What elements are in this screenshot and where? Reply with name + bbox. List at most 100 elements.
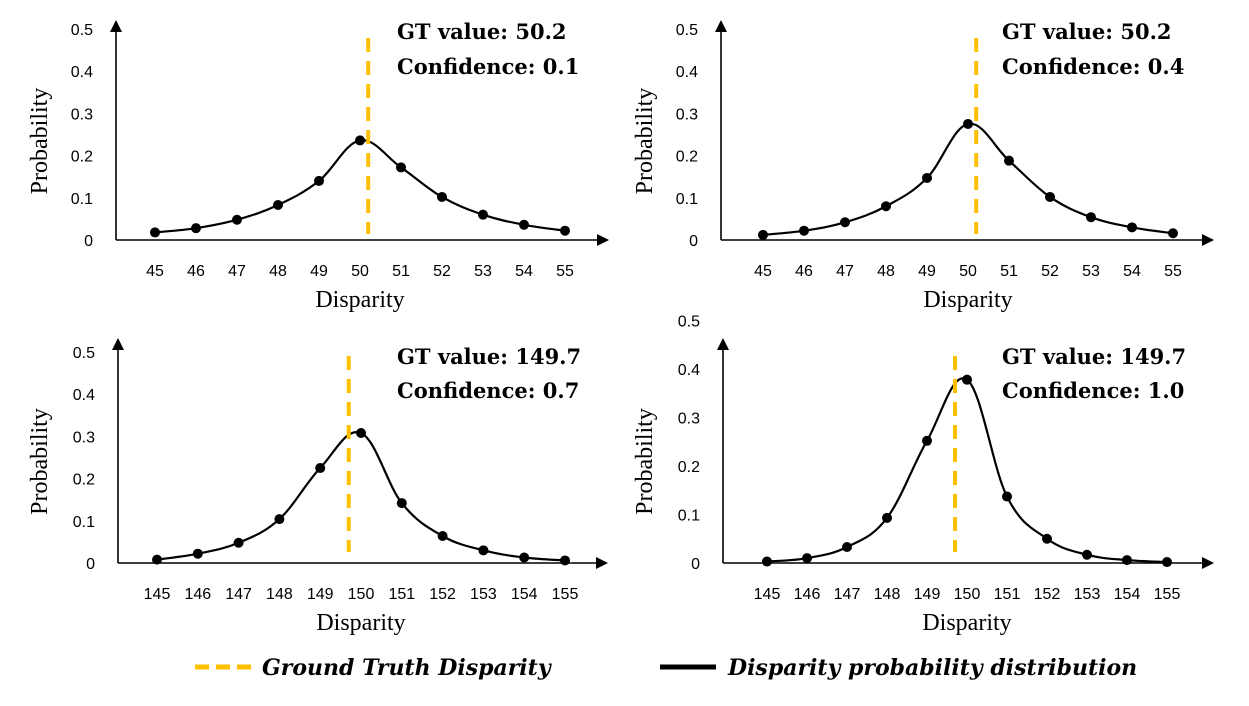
y-tick-label: 0.2 [73,472,95,489]
data-point [191,223,201,234]
data-point [560,555,570,566]
x-tick-label: 46 [795,263,813,280]
y-tick-label: 0.5 [73,345,95,362]
y-tick-label: 0.4 [71,64,93,81]
x-tick-label: 50 [959,263,977,280]
y-tick-label: 0.1 [73,514,95,531]
y-tick-label: 0.2 [71,149,93,166]
x-tick-label: 48 [877,263,895,280]
x-tick-label: 150 [348,586,375,603]
gt-value-label: GT value: 50.2 [1002,19,1172,44]
y-tick-label: 0.3 [73,429,95,446]
x-tick-label: 145 [754,586,781,603]
x-tick-label: 49 [310,263,328,280]
gt-value-label: GT value: 149.7 [1002,344,1186,369]
data-point [762,556,772,567]
x-tick-label: 52 [1041,263,1059,280]
x-tick-label: 47 [228,263,246,280]
panels: 0 0.1 0.2 0.3 0.4 0.5 45 46 47 48 49 50 51 52 53 54 55 Di… [27,19,1214,636]
data-point [232,214,242,225]
y-axis-title: Probability [632,408,658,515]
data-point [840,217,850,228]
x-tick-label: 146 [794,586,821,603]
data-point [560,225,570,236]
data-point [1045,191,1055,202]
x-tick-label: 154 [1114,586,1141,603]
data-point [478,209,488,220]
data-point [1004,155,1014,166]
data-point [922,172,932,183]
distribution-line [154,139,566,234]
data-point [881,201,891,212]
chart-panel-4: 0 0.1 0.2 0.3 0.4 0.5 145 146 147 148 149 150 151 152… [632,314,1214,636]
x-tick-label: 151 [994,586,1021,603]
y-tick-label: 0 [691,556,700,573]
y-tick-label: 0.2 [678,459,700,476]
data-point [1127,222,1137,233]
data-point [192,548,203,559]
x-tick-label: 54 [1123,263,1141,280]
y-axis-title: Probability [27,408,53,515]
chart-panel-2: 0 0.1 0.2 0.3 0.4 0.5 45 46 47 48 49 50 51 52 53 54 55 Di… [632,19,1214,313]
x-tick-label: 145 [144,586,171,603]
y-axis-title: Probability [27,88,53,195]
data-point [962,374,972,385]
x-tick-label: 46 [187,263,205,280]
data-point [799,225,809,236]
x-tick-label: 146 [184,586,211,603]
y-tick-label: 0.1 [71,191,93,208]
y-tick-label: 0 [86,556,95,573]
x-tick-label: 149 [914,586,941,603]
data-point [802,553,812,564]
legend: Ground Truth Disparity Disparity probabi… [195,655,1137,681]
distribution-line [156,430,566,562]
x-tick-label: 148 [874,586,901,603]
x-tick-label: 49 [918,263,936,280]
y-tick-label: 0 [84,233,93,250]
data-point [519,552,530,563]
distribution-line [766,377,1168,564]
data-point [355,135,365,146]
data-point [273,199,283,210]
data-point [437,191,447,202]
distribution-line [762,122,1174,237]
y-tick-label: 0 [689,233,698,250]
x-tick-label: 52 [433,263,451,280]
y-tick-label: 0.4 [676,64,698,81]
x-axis-title: Disparity [315,287,404,313]
data-point [437,530,448,541]
x-axis-title: Disparity [316,610,405,636]
data-point [314,175,324,186]
data-point [1082,549,1092,560]
y-tick-label: 0.5 [71,22,93,39]
data-point [1002,491,1012,502]
y-tick-label: 0.5 [678,314,700,331]
x-tick-label: 48 [269,263,287,280]
data-point [1122,555,1132,566]
data-point [356,428,366,439]
data-point [963,118,973,129]
x-axis-title: Disparity [923,287,1012,313]
data-point [1162,557,1172,568]
y-tick-label: 0.1 [676,191,698,208]
x-tick-label: 152 [429,586,456,603]
x-tick-label: 154 [511,586,538,603]
x-tick-label: 45 [146,263,164,280]
y-tick-label: 0.5 [676,22,698,39]
y-tick-label: 0.3 [71,106,93,123]
x-tick-label: 155 [1154,586,1181,603]
x-tick-label: 153 [470,586,497,603]
data-point [152,554,162,565]
x-tick-label: 47 [836,263,854,280]
y-tick-label: 0.4 [73,387,95,404]
x-tick-label: 150 [954,586,981,603]
y-tick-label: 0.2 [676,149,698,166]
x-tick-label: 50 [351,263,369,280]
data-point [1086,212,1096,223]
data-point [315,463,326,474]
x-tick-label: 153 [1074,586,1101,603]
x-tick-label: 55 [556,263,574,280]
y-tick-label: 0.1 [678,508,700,525]
x-tick-label: 148 [266,586,293,603]
x-tick-label: 151 [388,586,415,603]
